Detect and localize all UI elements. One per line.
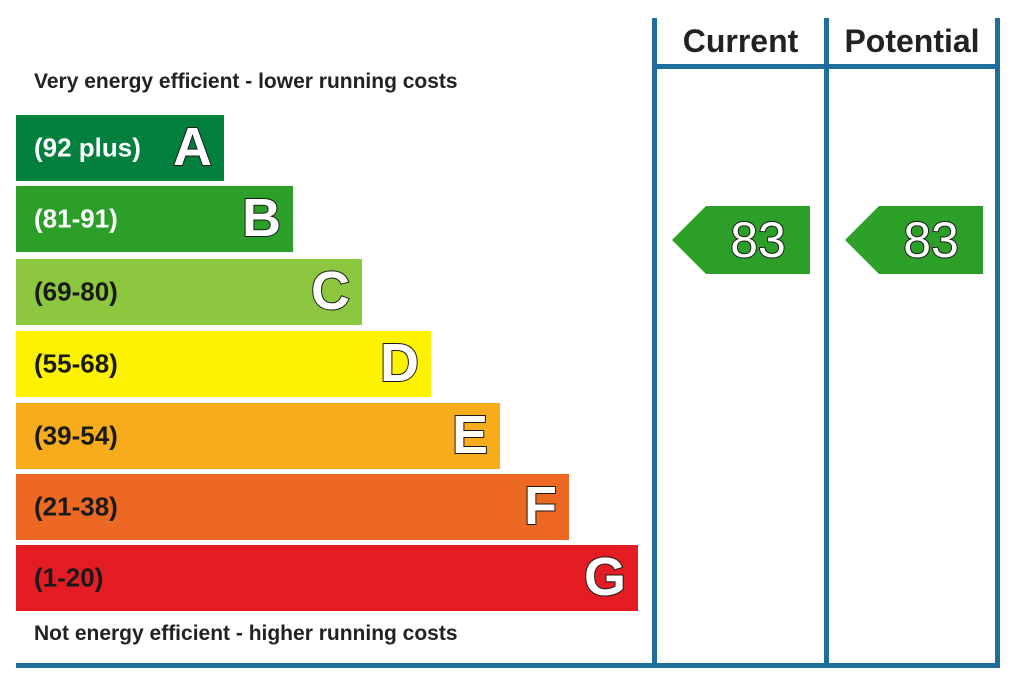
band-d: (55-68) D — [16, 331, 431, 397]
band-range-label: (92 plus) — [34, 132, 141, 163]
band-range-label: (69-80) — [34, 276, 118, 307]
band-letter: C — [310, 260, 351, 321]
band-range-label: (1-20) — [34, 562, 104, 593]
top-caption: Very energy efficient - lower running co… — [34, 70, 458, 93]
frame-left-line — [652, 18, 657, 668]
band-b: (81-91) B — [16, 186, 293, 252]
band-range-label: (21-38) — [34, 491, 118, 522]
band-letter: A — [172, 116, 213, 177]
column-header-potential: Potential — [844, 23, 980, 59]
band-letter: G — [583, 546, 627, 607]
rating-value: 83 — [729, 211, 787, 269]
band-letter: F — [523, 475, 558, 536]
band-letter: D — [379, 332, 420, 393]
band-letter: E — [451, 404, 489, 465]
bottom-caption: Not energy efficient - higher running co… — [34, 622, 458, 645]
band-a: (92 plus) A — [16, 115, 224, 181]
rating-arrow-shape — [672, 206, 810, 274]
band-c: (69-80) C — [16, 259, 362, 325]
rating-value: 83 — [902, 211, 960, 269]
column-header-current: Current — [682, 23, 799, 59]
frame-header-line — [652, 64, 1000, 69]
frame-middle-line — [824, 18, 829, 668]
band-range-label: (55-68) — [34, 348, 118, 379]
band-f: (21-38) F — [16, 474, 569, 540]
band-g: (1-20) G — [16, 545, 638, 611]
rating-arrow-current: 83 — [672, 206, 810, 274]
band-range-label: (39-54) — [34, 420, 118, 451]
frame-right-line — [995, 18, 1000, 668]
band-range-label: (81-91) — [34, 203, 118, 234]
frame-bottom-line — [16, 663, 1000, 668]
rating-arrow-shape — [845, 206, 983, 274]
band-letter: B — [241, 187, 282, 248]
band-e: (39-54) E — [16, 403, 500, 469]
rating-arrow-potential: 83 — [845, 206, 983, 274]
